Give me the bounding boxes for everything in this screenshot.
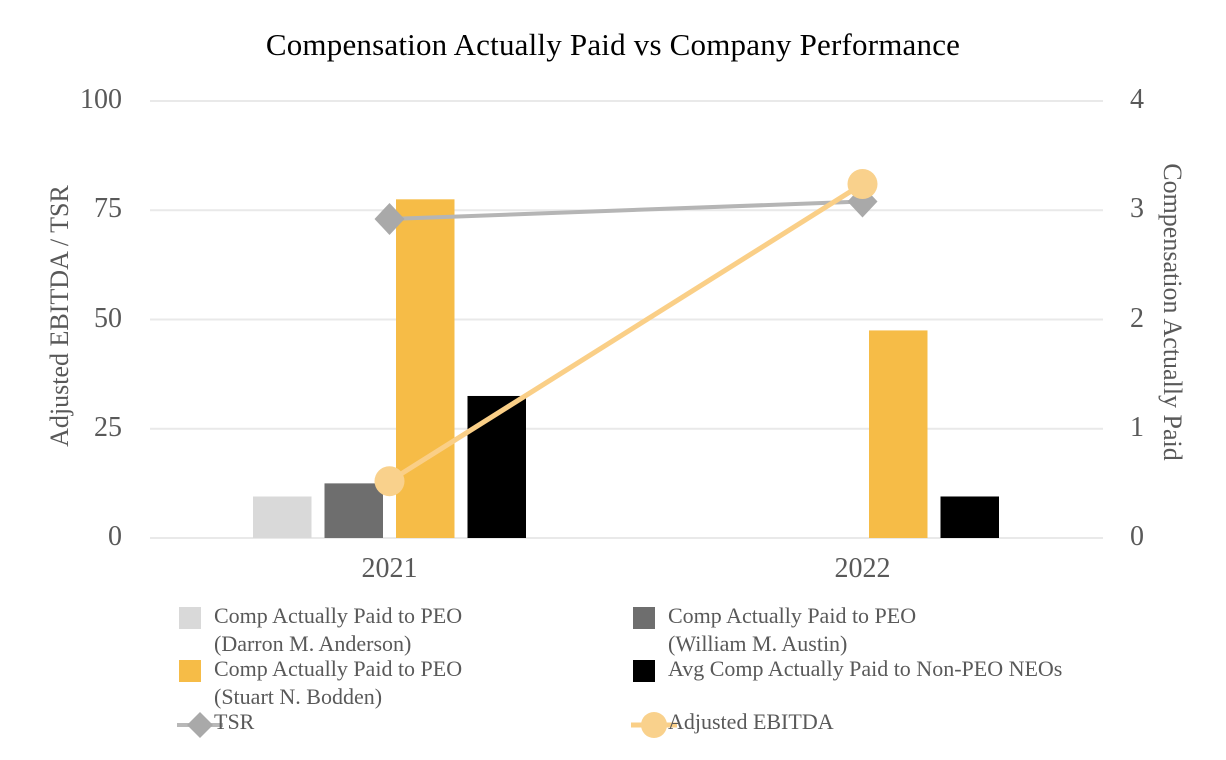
legend-label-line: Comp Actually Paid to PEO — [668, 603, 917, 628]
legend-swatch-non-peo-neos — [633, 660, 655, 682]
x-tick-label-2021: 2021 — [361, 553, 418, 584]
right-tick-label-0: 0 — [1130, 521, 1144, 552]
legend-label-tsr: TSR — [214, 708, 254, 736]
bar-peo-bodden-2021 — [396, 199, 455, 538]
legend-label-peo-anderson: Comp Actually Paid to PEO (Darron M. Ande… — [214, 602, 462, 658]
chart-title: Compensation Actually Paid vs Company Pe… — [265, 27, 961, 62]
left-tick-label-25: 25 — [94, 411, 122, 443]
legend-label-line: (Darron M. Anderson) — [214, 631, 412, 656]
tsr-marker-2021 — [374, 202, 405, 235]
line-adjusted-ebitda — [388, 181, 864, 484]
bar-non-peo-neos-2021 — [467, 395, 526, 538]
legend-label-line: Comp Actually Paid to PEO — [214, 603, 463, 628]
x-tick-label-2022: 2022 — [834, 553, 891, 584]
legend-swatch-peo-anderson — [179, 607, 201, 629]
right-tick-label-4: 4 — [1130, 84, 1144, 115]
right-tick-label-3: 3 — [1130, 193, 1144, 225]
legend-label-adjusted-ebitda: Adjusted EBITDA — [668, 708, 834, 736]
bar-non-peo-neos-2022 — [940, 496, 999, 538]
legend-label-line: Avg Comp Actually Paid to Non-PEO NEOs — [668, 656, 1063, 681]
legend-glyph-adjusted-ebitda — [631, 712, 677, 738]
legend-label-line: TSR — [214, 709, 255, 734]
bar-peo-anderson-2021 — [253, 496, 312, 538]
adjusted-ebitda-marker-2022 — [847, 169, 878, 200]
legend-glyph-tsr — [177, 712, 223, 738]
bar-peo-austin-2021 — [324, 483, 383, 538]
line-tsr — [389, 199, 863, 221]
left-tick-label-50: 50 — [94, 302, 122, 334]
left-tick-label-0: 0 — [108, 521, 122, 552]
legend-swatch-peo-austin — [633, 607, 655, 629]
left-tick-label-100: 100 — [80, 84, 122, 115]
right-tick-label-1: 1 — [1130, 411, 1144, 443]
legend-label-non-peo-neos: Avg Comp Actually Paid to Non-PEO NEOs — [668, 655, 1062, 683]
legend-label-line: (William M. Austin) — [668, 631, 848, 656]
right-tick-label-2: 2 — [1130, 302, 1144, 334]
legend-label-line: Adjusted EBITDA — [668, 709, 834, 734]
bar-peo-bodden-2022 — [869, 330, 928, 538]
legend-marker-adjusted-ebitda — [641, 712, 667, 738]
left-tick-label-75: 75 — [94, 193, 122, 225]
legend-label-line: Comp Actually Paid to PEO — [214, 656, 463, 681]
legend-marker-tsr — [187, 712, 213, 738]
adjusted-ebitda-marker-2021 — [374, 466, 405, 497]
legend-swatch-peo-bodden — [179, 660, 201, 682]
legend-label-peo-bodden: Comp Actually Paid to PEO (Stuart N. Bodd… — [214, 655, 462, 711]
legend-label-peo-austin: Comp Actually Paid to PEO (William M. Aus… — [668, 602, 916, 658]
legend-label-line: (Stuart N. Bodden) — [214, 684, 383, 709]
